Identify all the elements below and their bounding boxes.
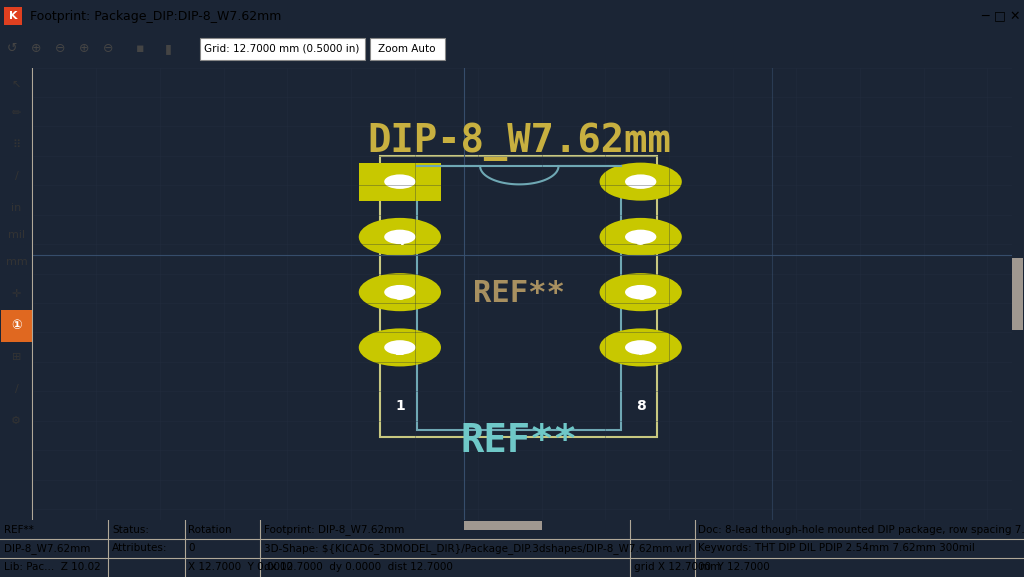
Text: 7: 7 <box>636 344 645 358</box>
Text: Keywords: THT DIP DIL PDIP 2.54mm 7.62mm 300mil: Keywords: THT DIP DIL PDIP 2.54mm 7.62mm… <box>698 543 975 553</box>
Text: ✏: ✏ <box>11 108 22 118</box>
Text: 1: 1 <box>395 399 404 413</box>
Text: REF**: REF** <box>4 524 34 534</box>
Text: 3D-Shape: ${KICAD6_3DMODEL_DIR}/Package_DIP.3dshapes/DIP-8_W7.62mm.wrl: 3D-Shape: ${KICAD6_3DMODEL_DIR}/Package_… <box>264 543 691 553</box>
Text: Doc: 8-lead though-hole mounted DIP package, row spacing 7.62 mm (300: Doc: 8-lead though-hole mounted DIP pack… <box>698 524 1024 534</box>
Text: ⚙: ⚙ <box>11 416 22 426</box>
Bar <box>1 310 32 342</box>
Text: /: / <box>14 171 18 181</box>
Circle shape <box>358 328 441 366</box>
Text: DIP-8_W7.62mm: DIP-8_W7.62mm <box>368 123 672 162</box>
Text: ✛: ✛ <box>11 289 22 299</box>
Bar <box>370 38 445 59</box>
Bar <box>358 163 441 201</box>
Text: ①: ① <box>11 319 22 332</box>
Text: □: □ <box>994 9 1006 23</box>
Text: ⊕: ⊕ <box>31 42 41 55</box>
Circle shape <box>625 174 656 189</box>
Text: grid X 12.7000  Y 12.7000: grid X 12.7000 Y 12.7000 <box>634 563 770 572</box>
Text: DIP-8_W7.62mm: DIP-8_W7.62mm <box>4 543 90 553</box>
Bar <box>1013 258 1023 330</box>
Text: Grid: 12.7000 mm (0.5000 in): Grid: 12.7000 mm (0.5000 in) <box>205 44 359 54</box>
Text: REF**: REF** <box>461 422 578 460</box>
Circle shape <box>384 285 416 299</box>
Text: 0: 0 <box>188 543 195 553</box>
Text: ▮: ▮ <box>165 42 171 55</box>
Text: in: in <box>11 203 22 213</box>
Text: mm: mm <box>700 563 720 572</box>
Text: K: K <box>9 11 17 21</box>
Text: ↖: ↖ <box>11 81 22 91</box>
Circle shape <box>600 328 682 366</box>
Text: 8: 8 <box>636 399 645 413</box>
Circle shape <box>600 218 682 256</box>
Text: dx 12.7000  dy 0.0000  dist 12.7000: dx 12.7000 dy 0.0000 dist 12.7000 <box>264 563 453 572</box>
Text: mm: mm <box>5 257 28 267</box>
Text: Footprint: Package_DIP:DIP-8_W7.62mm: Footprint: Package_DIP:DIP-8_W7.62mm <box>30 9 282 23</box>
Text: ⊖: ⊖ <box>54 42 66 55</box>
Text: ─: ─ <box>981 9 989 23</box>
Circle shape <box>600 273 682 311</box>
Text: 5: 5 <box>636 234 645 248</box>
Bar <box>4 7 22 25</box>
Circle shape <box>384 340 416 355</box>
Text: Rotation: Rotation <box>188 524 231 534</box>
Text: X 12.7000  Y 0.0000: X 12.7000 Y 0.0000 <box>188 563 293 572</box>
Text: ⊖: ⊖ <box>102 42 114 55</box>
Circle shape <box>358 218 441 256</box>
Text: /: / <box>14 384 18 394</box>
Text: REF**: REF** <box>473 279 565 309</box>
Circle shape <box>625 230 656 244</box>
Text: 2: 2 <box>395 344 404 358</box>
Text: ✕: ✕ <box>1010 9 1020 23</box>
Text: 4: 4 <box>395 234 404 248</box>
Text: Zoom Auto: Zoom Auto <box>378 44 436 54</box>
Text: ⊕: ⊕ <box>79 42 89 55</box>
Text: mil: mil <box>8 230 25 240</box>
Circle shape <box>384 174 416 189</box>
Bar <box>200 38 365 59</box>
Circle shape <box>600 163 682 201</box>
Text: ⠿: ⠿ <box>12 140 20 149</box>
Text: Footprint: DIP-8_W7.62mm: Footprint: DIP-8_W7.62mm <box>264 524 404 535</box>
Text: Status:: Status: <box>112 524 150 534</box>
Circle shape <box>625 285 656 299</box>
Bar <box>418 166 622 430</box>
Text: Attributes:: Attributes: <box>112 543 168 553</box>
Text: ▪: ▪ <box>136 42 144 55</box>
Text: 3: 3 <box>395 289 404 303</box>
Text: Lib: Pac...  Z 10.02: Lib: Pac... Z 10.02 <box>4 563 100 572</box>
Bar <box>464 522 542 530</box>
Text: ↺: ↺ <box>7 42 17 55</box>
Text: 6: 6 <box>636 289 645 303</box>
Text: ⊞: ⊞ <box>11 353 22 362</box>
Circle shape <box>625 340 656 355</box>
Bar <box>380 156 657 437</box>
Circle shape <box>358 273 441 311</box>
Circle shape <box>384 230 416 244</box>
